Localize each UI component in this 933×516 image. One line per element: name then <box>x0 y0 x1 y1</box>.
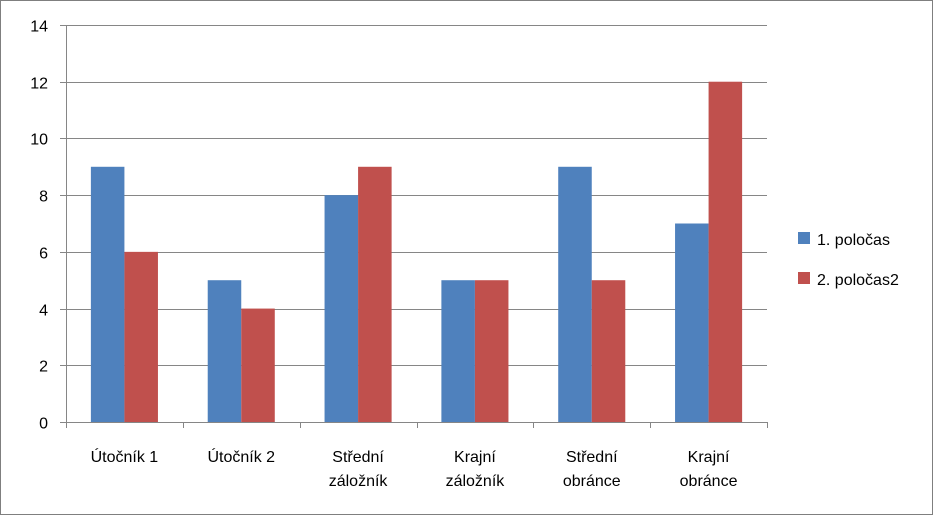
bar <box>358 166 392 422</box>
y-tick-label: 12 <box>30 76 48 93</box>
legend-entry: 2. poločas2 <box>798 272 899 289</box>
y-tick-label: 14 <box>30 19 48 36</box>
bars <box>90 81 743 422</box>
y-tick-label: 2 <box>39 359 48 376</box>
bar <box>441 280 475 422</box>
x-tick-label: Střední obránce <box>563 449 621 490</box>
bar <box>591 280 626 422</box>
x-tick-label: Střední záložník <box>329 449 389 490</box>
y-tick-label: 8 <box>39 189 48 206</box>
legend-swatch <box>798 272 810 284</box>
legend: 1. poločas 2. poločas2 <box>798 232 899 289</box>
legend-label: 2. poločas2 <box>817 272 899 289</box>
bar <box>207 280 242 422</box>
y-tick-label: 10 <box>30 132 48 149</box>
bar <box>90 166 125 422</box>
legend-label: 1. poločas <box>817 232 890 249</box>
y-tick-label: 4 <box>39 303 48 320</box>
bar <box>474 280 509 422</box>
y-tick-label: 0 <box>39 416 48 433</box>
bar <box>124 251 158 422</box>
bar <box>558 166 592 422</box>
x-tick-label: Krajní obránce <box>680 449 738 490</box>
y-tick-label: 6 <box>39 246 48 263</box>
x-tick-label: Krajní záložník <box>446 449 506 490</box>
bar <box>241 308 275 422</box>
x-tick-label: Útočník 1 <box>91 447 159 466</box>
bar <box>708 81 743 422</box>
legend-entry: 1. poločas <box>798 232 890 249</box>
axes: 0 2 4 6 8 10 12 14 Útočník 1 Útočník 2 Střední zálo… <box>30 19 768 490</box>
gridlines <box>66 25 767 366</box>
bar <box>675 223 709 422</box>
legend-swatch <box>798 232 810 244</box>
x-tick-label: Útočník 2 <box>207 447 275 466</box>
bar <box>324 195 359 422</box>
